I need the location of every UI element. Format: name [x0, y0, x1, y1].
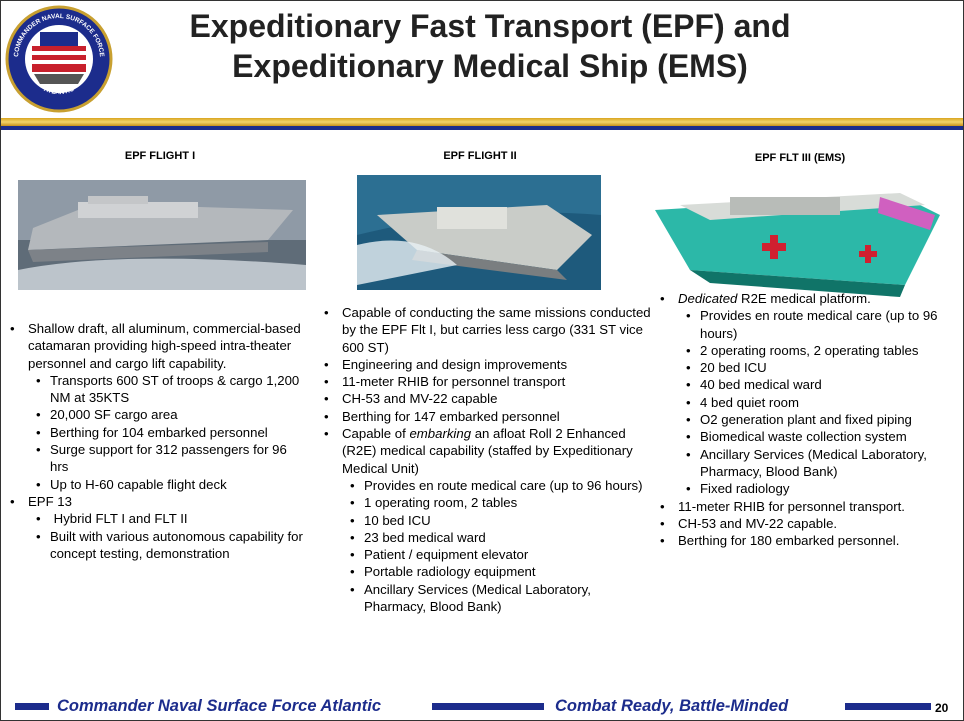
text-span: Patient / equipment elevator — [364, 547, 528, 562]
ship-image — [18, 180, 306, 290]
text-span: Biomedical waste collection system — [700, 429, 907, 444]
bullet-item: Capable of embarking an afloat Roll 2 En… — [322, 425, 652, 477]
ship-image — [357, 175, 601, 290]
bullet-item: 4 bed quiet room — [658, 394, 964, 411]
bullet-item: 11-meter RHIB for personnel transport — [322, 373, 652, 390]
bullet-item: CH-53 and MV-22 capable — [322, 390, 652, 407]
emphasis: Dedicated — [678, 291, 737, 306]
slide: COMMANDER NAVAL SURFACE FORCE ATLANTIC E… — [0, 0, 964, 721]
text-span: Provides en route medical care (up to 96… — [364, 478, 643, 493]
bullet-item: 23 bed medical ward — [322, 529, 652, 546]
text-span: Berthing for 180 embarked personnel. — [678, 533, 899, 548]
text-span: Ancillary Services (Medical Laboratory, … — [700, 447, 931, 479]
text-span: 1 operating room, 2 tables — [364, 495, 517, 510]
bullet-item: 1 operating room, 2 tables — [322, 494, 652, 511]
bullet-item: Transports 600 ST of troops & cargo 1,20… — [8, 372, 308, 407]
page-number: 20 — [935, 701, 948, 715]
text-span: Ancillary Services (Medical Laboratory, … — [364, 582, 595, 614]
bullet-item: CH-53 and MV-22 capable. — [658, 515, 964, 532]
text-span: 20 bed ICU — [700, 360, 767, 375]
text-span: CH-53 and MV-22 capable — [342, 391, 497, 406]
footer-bar — [432, 703, 544, 710]
bullet-item: Surge support for 312 passengers for 96 … — [8, 441, 308, 476]
bullet-item: Ancillary Services (Medical Laboratory, … — [658, 446, 964, 481]
text-span: CH-53 and MV-22 capable. — [678, 516, 837, 531]
text-span: 23 bed medical ward — [364, 530, 486, 545]
text-span: 11-meter RHIB for personnel transport — [342, 374, 565, 389]
bullet-item: 10 bed ICU — [322, 512, 652, 529]
bullet-item: 20,000 SF cargo area — [8, 406, 308, 423]
bullet-item: Engineering and design improvements — [322, 356, 652, 373]
text-span: R2E medical platform. — [737, 291, 870, 306]
bullet-list: Dedicated R2E medical platform.Provides … — [658, 290, 964, 549]
bullet-item: Provides en route medical care (up to 96… — [658, 307, 964, 342]
title: Expeditionary Fast Transport (EPF) and E… — [120, 6, 860, 86]
logo: COMMANDER NAVAL SURFACE FORCE ATLANTIC — [4, 2, 114, 116]
bullet-item: Fixed radiology — [658, 480, 964, 497]
footer-bar — [15, 703, 49, 710]
text-span: Up to H-60 capable flight deck — [50, 477, 227, 492]
column-heading: EPF FLIGHT I — [0, 150, 320, 162]
text-span: 11-meter RHIB for personnel transport. — [678, 499, 905, 514]
text-span: Portable radiology equipment — [364, 564, 536, 579]
text-span: Berthing for 104 embarked personnel — [50, 425, 268, 440]
title-line: Expeditionary Medical Ship (EMS) — [120, 46, 860, 86]
text-span: 20,000 SF cargo area — [50, 407, 178, 422]
text-span: Surge support for 312 passengers for 96 … — [50, 442, 290, 474]
bullet-item: Berthing for 147 embarked personnel — [322, 408, 652, 425]
bullet-item: Up to H-60 capable flight deck — [8, 476, 308, 493]
text-span: 10 bed ICU — [364, 513, 431, 528]
bullet-item: 11-meter RHIB for personnel transport. — [658, 498, 964, 515]
bullet-item: EPF 13 — [8, 493, 308, 510]
bullet-item: O2 generation plant and fixed piping — [658, 411, 964, 428]
rule — [0, 118, 964, 126]
bullet-item: Shallow draft, all aluminum, commercial-… — [8, 320, 308, 372]
footer-text: Commander Naval Surface Force Atlantic — [57, 697, 381, 716]
footer-bar — [845, 703, 931, 710]
title-line: Expeditionary Fast Transport (EPF) and — [120, 6, 860, 46]
bullet-item: 2 operating rooms, 2 operating tables — [658, 342, 964, 359]
column-heading: EPF FLT III (EMS) — [640, 152, 960, 164]
text-span: 4 bed quiet room — [700, 395, 799, 410]
text-span: O2 generation plant and fixed piping — [700, 412, 912, 427]
bullet-item: 20 bed ICU — [658, 359, 964, 376]
text-span: Shallow draft, all aluminum, commercial-… — [28, 321, 304, 371]
text-span: Hybrid FLT I and FLT II — [50, 511, 188, 526]
text-span: 2 operating rooms, 2 operating tables — [700, 343, 918, 358]
bullet-item: Capable of conducting the same missions … — [322, 304, 652, 356]
bullet-list: Capable of conducting the same missions … — [322, 304, 652, 615]
text-span: Capable of conducting the same missions … — [342, 305, 654, 355]
column-heading: EPF FLIGHT II — [330, 150, 630, 162]
text-span: Fixed radiology — [700, 481, 789, 496]
text-span: EPF 13 — [28, 494, 72, 509]
text-span: Built with various autonomous capability… — [50, 529, 307, 561]
text-span: 40 bed medical ward — [700, 377, 822, 392]
bullet-item: Patient / equipment elevator — [322, 546, 652, 563]
ship-image — [650, 175, 945, 300]
bullet-item: 40 bed medical ward — [658, 376, 964, 393]
text-span: Engineering and design improvements — [342, 357, 567, 372]
bullet-item: Provides en route medical care (up to 96… — [322, 477, 652, 494]
bullet-item: Biomedical waste collection system — [658, 428, 964, 445]
text-span: Capable of — [342, 426, 409, 441]
bullet-list: Shallow draft, all aluminum, commercial-… — [8, 320, 308, 562]
bullet-item: Berthing for 180 embarked personnel. — [658, 532, 964, 549]
bullet-item: Portable radiology equipment — [322, 563, 652, 580]
bullet-item: Hybrid FLT I and FLT II — [8, 510, 308, 527]
bullet-item: Built with various autonomous capability… — [8, 528, 308, 563]
text-span: Transports 600 ST of troops & cargo 1,20… — [50, 373, 303, 405]
text-span: Provides en route medical care (up to 96… — [700, 308, 941, 340]
bullet-item: Berthing for 104 embarked personnel — [8, 424, 308, 441]
bullet-item: Ancillary Services (Medical Laboratory, … — [322, 581, 652, 616]
footer-text: Combat Ready, Battle-Minded — [555, 697, 788, 716]
rule — [0, 126, 964, 130]
emphasis: embarking — [409, 426, 471, 441]
text-span: Berthing for 147 embarked personnel — [342, 409, 560, 424]
bullet-item: Dedicated R2E medical platform. — [658, 290, 964, 307]
